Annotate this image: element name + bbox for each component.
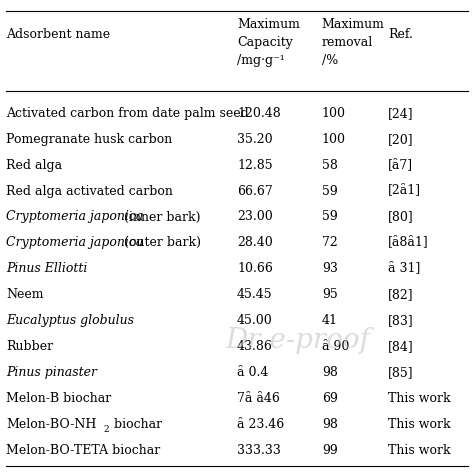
Text: 95: 95 <box>322 288 337 301</box>
Text: [84]: [84] <box>388 340 413 353</box>
Text: Pinus Elliotti: Pinus Elliotti <box>6 262 88 275</box>
Text: [20]: [20] <box>388 133 413 146</box>
Text: Rubber: Rubber <box>6 340 53 353</box>
Text: 41: 41 <box>322 314 338 327</box>
Text: [2ȃ1]: [2ȃ1] <box>388 184 421 198</box>
Text: Dr e-proof: Dr e-proof <box>226 327 371 354</box>
Text: This work: This work <box>388 392 450 405</box>
Text: Neem: Neem <box>6 288 44 301</box>
Text: [80]: [80] <box>388 210 413 223</box>
Text: 59: 59 <box>322 184 337 198</box>
Text: 58: 58 <box>322 159 337 172</box>
Text: 10.66: 10.66 <box>237 262 273 275</box>
Text: [82]: [82] <box>388 288 413 301</box>
Text: This work: This work <box>388 418 450 431</box>
Text: 99: 99 <box>322 444 337 457</box>
Text: ȃ 31]: ȃ 31] <box>388 262 420 275</box>
Text: 66.67: 66.67 <box>237 184 273 198</box>
Text: Ref.: Ref. <box>388 28 413 41</box>
Text: 43.86: 43.86 <box>237 340 273 353</box>
Text: 59: 59 <box>322 210 337 223</box>
Text: 45.00: 45.00 <box>237 314 273 327</box>
Text: Cryptomeria japonica: Cryptomeria japonica <box>6 210 144 223</box>
Text: ȃ 0.4: ȃ 0.4 <box>237 366 268 379</box>
Text: Eucalyptus globulus: Eucalyptus globulus <box>6 314 134 327</box>
Text: Pomegranate husk carbon: Pomegranate husk carbon <box>6 133 173 146</box>
Text: (inner bark): (inner bark) <box>120 210 201 223</box>
Text: ȃ 23.46: ȃ 23.46 <box>237 418 284 431</box>
Text: Cryptomeria japonica: Cryptomeria japonica <box>6 237 144 249</box>
Text: Red alga: Red alga <box>6 159 62 172</box>
Text: 23.00: 23.00 <box>237 210 273 223</box>
Text: 98: 98 <box>322 418 337 431</box>
Text: Melon-BO-NH: Melon-BO-NH <box>6 418 97 431</box>
Text: Maximum: Maximum <box>237 18 300 31</box>
Text: 333.33: 333.33 <box>237 444 281 457</box>
Text: Maximum: Maximum <box>322 18 385 31</box>
Text: Melon-B biochar: Melon-B biochar <box>6 392 111 405</box>
Text: 69: 69 <box>322 392 337 405</box>
Text: [ȃ8ȃ1]: [ȃ8ȃ1] <box>388 237 428 249</box>
Text: 98: 98 <box>322 366 337 379</box>
Text: 100: 100 <box>322 133 346 146</box>
Text: 28.40: 28.40 <box>237 237 273 249</box>
Text: Capacity: Capacity <box>237 36 293 49</box>
Text: Melon-BO-TETA biochar: Melon-BO-TETA biochar <box>6 444 160 457</box>
Text: 45.45: 45.45 <box>237 288 273 301</box>
Text: Activated carbon from date palm seed: Activated carbon from date palm seed <box>6 107 249 120</box>
Text: 12.85: 12.85 <box>237 159 273 172</box>
Text: [85]: [85] <box>388 366 413 379</box>
Text: biochar: biochar <box>110 418 163 431</box>
Text: [24]: [24] <box>388 107 413 120</box>
Text: [ȃ7]: [ȃ7] <box>388 159 413 172</box>
Text: (outer bark): (outer bark) <box>120 237 201 249</box>
Text: 72: 72 <box>322 237 337 249</box>
Text: ȃ 90: ȃ 90 <box>322 340 349 353</box>
Text: This work: This work <box>388 444 450 457</box>
Text: 120.48: 120.48 <box>237 107 281 120</box>
Text: Red alga activated carbon: Red alga activated carbon <box>6 184 173 198</box>
Text: removal: removal <box>322 36 373 49</box>
Text: 2: 2 <box>104 425 109 434</box>
Text: Pinus pinaster: Pinus pinaster <box>6 366 97 379</box>
Text: [83]: [83] <box>388 314 413 327</box>
Text: 93: 93 <box>322 262 337 275</box>
Text: /%: /% <box>322 54 338 67</box>
Text: /mg·g⁻¹: /mg·g⁻¹ <box>237 54 285 67</box>
Text: 100: 100 <box>322 107 346 120</box>
Text: Adsorbent name: Adsorbent name <box>6 28 110 41</box>
Text: 7ȃ ȃ46: 7ȃ ȃ46 <box>237 392 280 405</box>
Text: 35.20: 35.20 <box>237 133 273 146</box>
